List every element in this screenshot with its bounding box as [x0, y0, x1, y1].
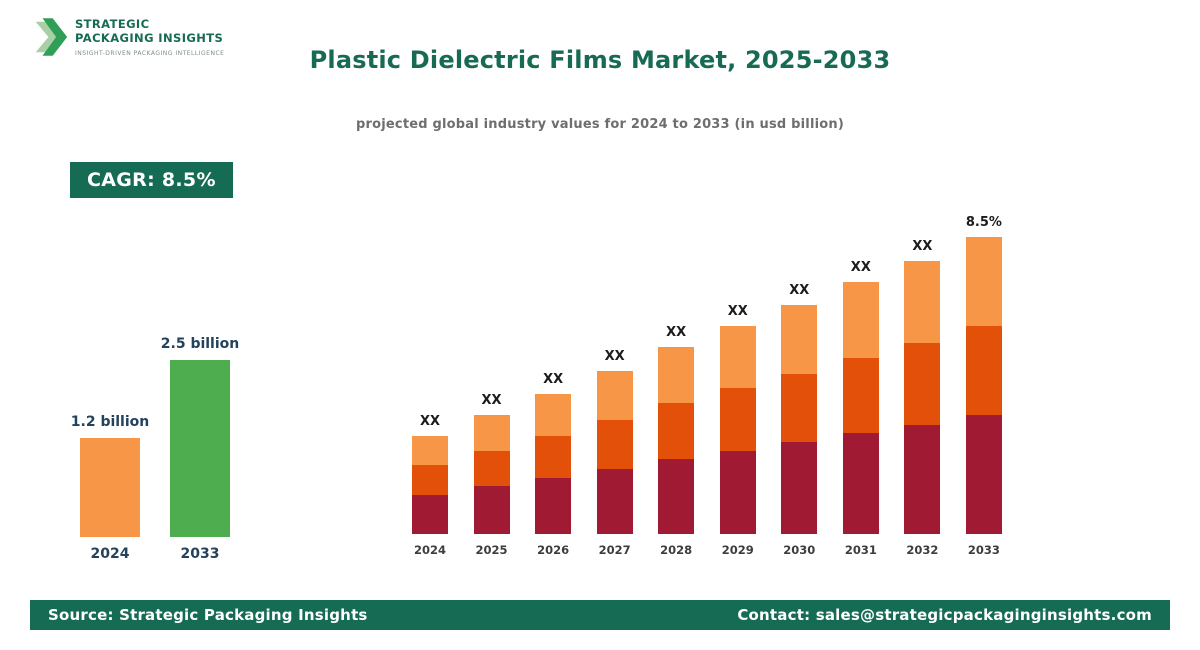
- bar-segment-bottom: [535, 478, 572, 534]
- bar-column: XX 2027: [596, 205, 633, 557]
- bar-column: XX 2024: [412, 205, 448, 557]
- bar-year-label: 2025: [475, 543, 508, 557]
- footer-bar: Source: Strategic Packaging Insights Con…: [30, 600, 1170, 630]
- bar-segment-middle: [719, 388, 756, 451]
- bar-segment-top: [473, 415, 510, 451]
- bar-segment-top: [719, 326, 756, 389]
- bar-column: 8.5% 2033: [966, 205, 1002, 557]
- bar-year-label: 2028: [660, 543, 693, 557]
- stacked-bar: [473, 415, 510, 534]
- brand-logo: STRATEGIC PACKAGING INSIGHTS INSIGHT-DRI…: [34, 13, 224, 61]
- bar-value-label: XX: [543, 372, 564, 387]
- footer-source: Source: Strategic Packaging Insights: [48, 606, 368, 624]
- bar-segment-bottom: [904, 424, 941, 535]
- bar-year-label: 2024: [413, 543, 446, 557]
- bar-segment-middle: [535, 436, 572, 478]
- cagr-badge: CAGR: 8.5%: [70, 162, 233, 198]
- bar-column: XX 2026: [535, 205, 572, 557]
- stacked-bar: [535, 394, 572, 534]
- bar-segment-top: [658, 347, 695, 404]
- bar-year-label: 2033: [967, 543, 1000, 557]
- bar-column: XX 2028: [658, 205, 695, 557]
- bar-year-label: 2024: [90, 546, 130, 562]
- stacked-bar: [719, 326, 756, 535]
- bar-year-label: 2033: [180, 546, 220, 562]
- bar-value-label: XX: [604, 349, 625, 364]
- stacked-bar-chart: XX 2024 XX 2025 XX 2026 XX 2027 XX 2028 XX 2029 XX 20…: [412, 205, 1002, 557]
- logo-line2: PACKAGING INSIGHTS: [75, 31, 224, 46]
- bar-value-label: XX: [850, 260, 871, 275]
- brand-chevron-icon: [35, 18, 68, 56]
- summary-bar-column: 2.5 billion 2033: [161, 333, 239, 563]
- bar-segment-bottom: [596, 468, 633, 535]
- bar-segment-top: [965, 237, 1002, 327]
- brand-logo-text: STRATEGIC PACKAGING INSIGHTS INSIGHT-DRI…: [75, 13, 224, 57]
- bar-column: XX 2030: [781, 205, 818, 557]
- bar-segment-bottom: [719, 450, 756, 535]
- page-title: Plastic Dielectric Films Market, 2025-20…: [309, 46, 891, 74]
- bar-year-label: 2027: [598, 543, 631, 557]
- stacked-bar: [412, 436, 448, 535]
- bar-segment-middle: [473, 450, 510, 487]
- bar-segment-top: [412, 436, 448, 466]
- bar-segment-top: [904, 261, 941, 343]
- bar-year-label: 2032: [906, 543, 939, 557]
- bar-value-label: XX: [419, 414, 441, 429]
- bar-value-label: 8.5%: [965, 215, 1002, 230]
- bar-segment-middle: [658, 403, 695, 460]
- bar-segment-bottom: [781, 442, 818, 534]
- footer-contact: Contact: sales@strategicpackaginginsight…: [737, 606, 1152, 624]
- bar-value-label: 1.2 billion: [70, 414, 150, 430]
- bar-segment-middle: [596, 419, 633, 469]
- bar-segment-middle: [842, 357, 879, 434]
- summary-bar: [80, 438, 140, 537]
- bar-value-label: XX: [481, 393, 502, 408]
- bar-segment-middle: [412, 465, 448, 495]
- stacked-bar: [596, 371, 633, 535]
- summary-bar: [170, 360, 230, 537]
- bar-segment-bottom: [965, 415, 1002, 534]
- bar-column: XX 2029: [719, 205, 756, 557]
- bar-segment-top: [535, 394, 572, 436]
- bar-value-label: 2.5 billion: [160, 336, 240, 352]
- bar-segment-top: [842, 282, 879, 358]
- bar-segment-bottom: [658, 459, 695, 534]
- page-subtitle: projected global industry values for 202…: [356, 117, 844, 132]
- logo-tagline: INSIGHT-DRIVEN PACKAGING INTELLIGENCE: [75, 49, 225, 57]
- stacked-bar: [842, 282, 879, 534]
- bar-segment-bottom: [412, 494, 448, 535]
- summary-bar-column: 1.2 billion 2024: [71, 333, 149, 563]
- stacked-bar: [904, 261, 941, 535]
- summary-chart: 1.2 billion 2024 2.5 billion 2033: [71, 333, 239, 563]
- bar-segment-bottom: [473, 486, 510, 534]
- bar-value-label: XX: [789, 283, 810, 298]
- stacked-bar: [965, 237, 1002, 534]
- bar-segment-bottom: [842, 433, 879, 534]
- bar-segment-middle: [965, 326, 1002, 416]
- bar-column: XX 2025: [473, 205, 510, 557]
- bar-year-label: 2029: [721, 543, 754, 557]
- bar-segment-top: [781, 305, 818, 374]
- bar-segment-middle: [904, 342, 941, 425]
- bar-column: XX 2032: [904, 205, 941, 557]
- stacked-bar: [781, 305, 818, 534]
- bar-value-label: XX: [912, 239, 933, 254]
- logo-line1: STRATEGIC: [75, 17, 150, 31]
- bar-segment-middle: [781, 373, 818, 443]
- bar-value-label: XX: [666, 325, 687, 340]
- bar-value-label: XX: [727, 304, 748, 319]
- bar-year-label: 2030: [783, 543, 816, 557]
- stacked-bar: [658, 347, 695, 534]
- bar-segment-top: [596, 371, 633, 420]
- bar-year-label: 2026: [537, 543, 570, 557]
- bar-column: XX 2031: [842, 205, 879, 557]
- bar-year-label: 2031: [844, 543, 877, 557]
